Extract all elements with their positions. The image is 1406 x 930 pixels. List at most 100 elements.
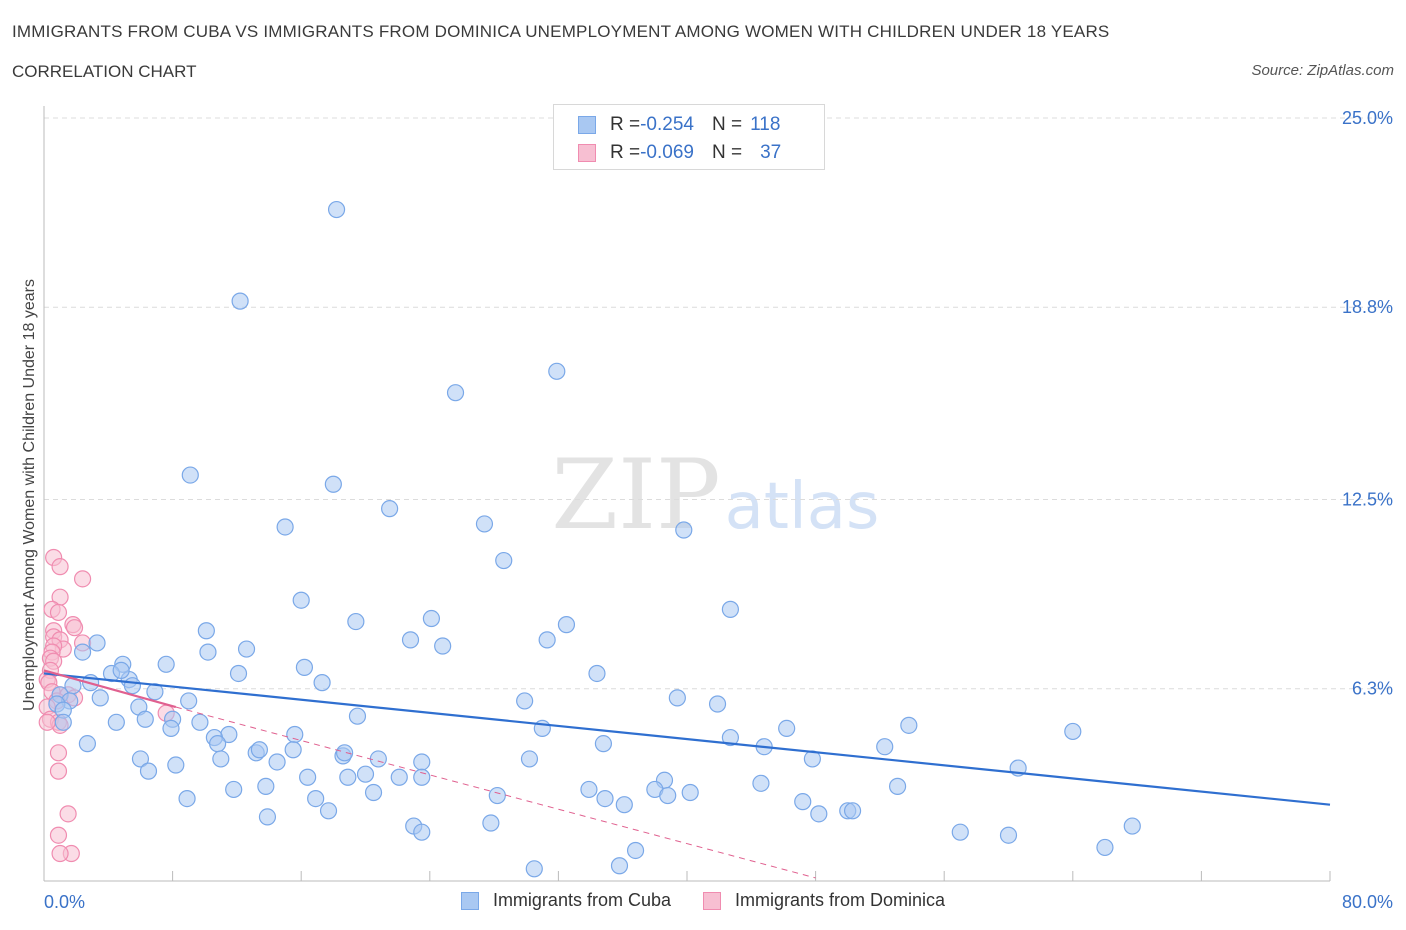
cuba-point xyxy=(626,841,645,860)
cuba-point xyxy=(794,793,812,811)
cuba-point xyxy=(319,802,338,820)
cuba-swatch xyxy=(578,116,596,134)
cuba-point xyxy=(520,750,539,768)
cuba-point xyxy=(78,735,97,753)
grid xyxy=(44,117,1390,690)
cuba-point xyxy=(299,768,317,786)
cuba-point xyxy=(422,609,441,628)
legend-item-dominica[interactable]: Immigrants from Dominica xyxy=(703,890,945,911)
r-label: R = xyxy=(610,114,641,135)
series-cuba xyxy=(48,200,1141,878)
cuba-point xyxy=(482,814,500,832)
y-tick-label: 12.5% xyxy=(1342,490,1393,510)
cuba-point xyxy=(675,521,693,539)
dominica-point xyxy=(38,713,56,731)
n-value: 118 xyxy=(750,114,781,135)
cuba-point xyxy=(810,805,828,823)
chart-subtitle: CORRELATION CHART xyxy=(12,62,197,81)
cuba-point xyxy=(112,661,130,680)
x-tick-label: 80.0% xyxy=(1342,892,1393,912)
cuba-point xyxy=(197,622,215,640)
cuba-point xyxy=(999,826,1018,844)
cuba-point xyxy=(191,713,209,731)
cuba-point xyxy=(413,768,431,786)
cuba-point xyxy=(339,768,357,786)
dominica-swatch xyxy=(578,144,596,162)
cuba-point xyxy=(88,634,106,652)
r-value: -0.069 xyxy=(640,142,694,163)
cuba-point xyxy=(286,725,304,744)
dominica-point xyxy=(65,619,84,637)
cuba-point xyxy=(525,860,543,878)
cuba-point xyxy=(268,753,286,771)
tick-labels: 6.3% 12.5% 18.8% 25.0% 0.0% 80.0% xyxy=(44,108,1393,912)
r-value: -0.254 xyxy=(640,114,694,135)
cuba-point xyxy=(381,500,399,518)
dominica-swatch xyxy=(703,891,721,910)
legend-label-dominica: Immigrants from Dominica xyxy=(735,890,946,910)
cuba-point xyxy=(237,640,256,658)
cuba-point xyxy=(162,719,180,738)
cuba-point xyxy=(347,612,365,631)
source-label: Source: ZipAtlas.com xyxy=(1251,62,1394,79)
cuba-point xyxy=(516,692,534,710)
cuba-point xyxy=(356,765,375,783)
series-legend: Immigrants from Cuba Immigrants from Dom… xyxy=(0,890,1406,911)
axes xyxy=(43,106,1331,882)
cuba-point xyxy=(681,783,699,802)
dominica-point xyxy=(49,744,68,762)
cuba-point xyxy=(588,664,606,683)
cuba-point xyxy=(107,713,125,731)
cuba-point xyxy=(324,475,342,493)
cuba-point xyxy=(225,780,243,799)
dominica-point xyxy=(49,603,68,622)
cuba-point xyxy=(413,753,431,771)
legend-item-cuba[interactable]: Immigrants from Cuba xyxy=(460,890,671,911)
cuba-point xyxy=(659,786,677,805)
y-tick-label: 18.8% xyxy=(1342,297,1393,317)
cuba-point xyxy=(231,292,249,310)
cuba-point xyxy=(401,631,420,649)
cuba-point xyxy=(548,362,566,380)
cuba-point xyxy=(951,823,969,841)
cuba-point xyxy=(557,616,576,634)
cuba-point xyxy=(123,677,142,695)
cuba-point xyxy=(131,750,150,768)
cuba-point xyxy=(295,658,314,676)
cuba-point xyxy=(580,780,598,799)
cuba-point xyxy=(1096,838,1114,857)
cuba-point xyxy=(594,735,613,753)
cuba-point xyxy=(276,518,294,536)
cuba-point xyxy=(292,591,310,609)
cuba-point xyxy=(610,857,629,875)
cuba-point xyxy=(778,719,796,738)
cuba-point xyxy=(284,741,302,759)
dominica-trend-line xyxy=(43,669,177,709)
cuba-point xyxy=(167,756,185,774)
legend-row-dominica: R = -0.069 N = 37 xyxy=(578,141,781,165)
cuba-point xyxy=(752,774,770,792)
cuba-point xyxy=(475,515,494,533)
n-value: 37 xyxy=(760,142,782,163)
cuba-point xyxy=(209,735,227,753)
cuba-point xyxy=(181,466,199,484)
cuba-point xyxy=(615,796,633,814)
y-tick-label: 6.3% xyxy=(1352,679,1393,699)
dominica-point xyxy=(51,844,69,863)
cuba-point xyxy=(876,738,894,756)
cuba-point xyxy=(390,768,408,786)
chart-title: IMMIGRANTS FROM CUBA VS IMMIGRANTS FROM … xyxy=(12,22,1110,41)
cuba-point xyxy=(900,716,918,734)
legend-label-cuba: Immigrants from Cuba xyxy=(492,890,671,910)
cuba-point xyxy=(327,200,346,219)
cuba-point xyxy=(369,750,387,768)
watermark: ZIP atlas xyxy=(551,439,879,551)
dominica-point xyxy=(73,570,92,588)
cuba-point xyxy=(136,710,154,728)
cuba-point xyxy=(364,783,383,802)
dominica-point xyxy=(49,762,68,780)
cuba-point xyxy=(229,664,248,683)
cuba-point xyxy=(495,551,513,570)
cuba-point xyxy=(313,674,331,692)
